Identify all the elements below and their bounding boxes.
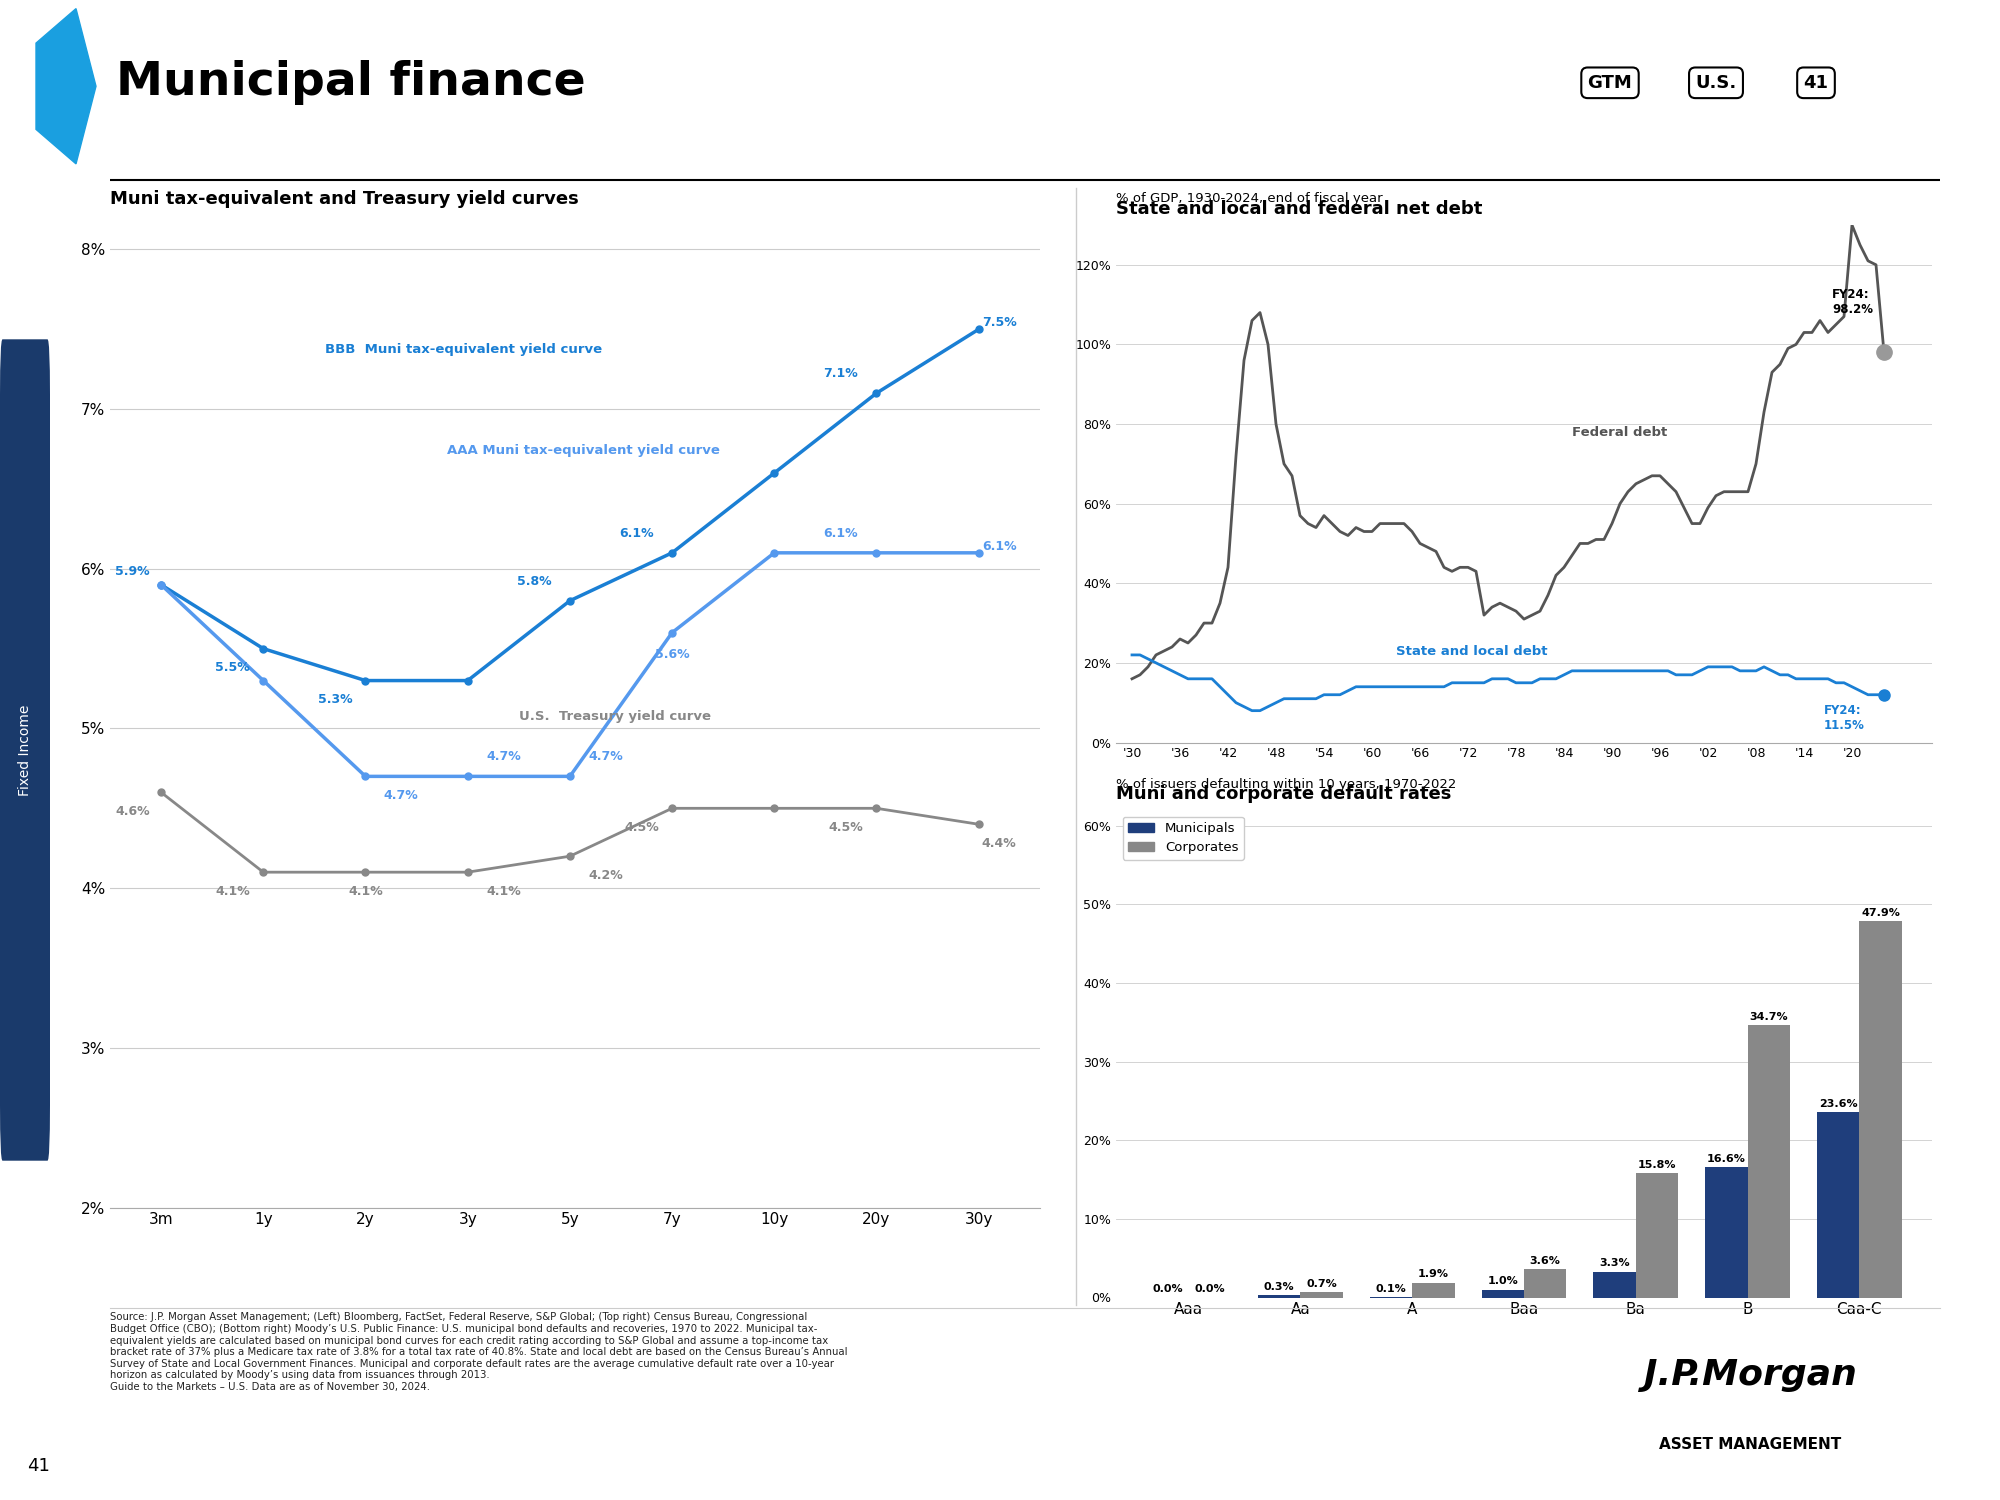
Text: 4.7%: 4.7% [384, 789, 418, 801]
Text: State and local and federal net debt: State and local and federal net debt [1116, 200, 1482, 217]
Text: FY24:
11.5%: FY24: 11.5% [1824, 704, 1864, 732]
Text: 41: 41 [1804, 74, 1828, 92]
Polygon shape [36, 9, 96, 164]
Text: J.P.Morgan: J.P.Morgan [1644, 1358, 1856, 1392]
FancyBboxPatch shape [0, 339, 50, 1161]
Text: 6.1%: 6.1% [824, 526, 858, 540]
Text: 1.0%: 1.0% [1488, 1276, 1518, 1287]
Text: 7.5%: 7.5% [982, 316, 1016, 328]
Text: BBB  Muni tax-equivalent yield curve: BBB Muni tax-equivalent yield curve [324, 344, 602, 355]
Text: % of GDP, 1930-2024, end of fiscal year: % of GDP, 1930-2024, end of fiscal year [1116, 192, 1382, 204]
Text: 15.8%: 15.8% [1638, 1160, 1676, 1170]
Text: 4.2%: 4.2% [588, 868, 624, 882]
Text: 3.6%: 3.6% [1530, 1256, 1560, 1266]
Text: 7.1%: 7.1% [824, 368, 858, 380]
Legend: Municipals, Corporates: Municipals, Corporates [1122, 816, 1244, 860]
Bar [1816, 1112, 1860, 1298]
Text: 4.6%: 4.6% [116, 804, 150, 818]
Text: 5.5%: 5.5% [216, 662, 250, 674]
Bar [1594, 1272, 1636, 1298]
Text: 4.5%: 4.5% [828, 821, 864, 834]
Text: U.S.  Treasury yield curve: U.S. Treasury yield curve [518, 711, 710, 723]
Text: GTM: GTM [1588, 74, 1632, 92]
Bar [1748, 1024, 1790, 1298]
Bar [1300, 1292, 1342, 1298]
Text: 23.6%: 23.6% [1818, 1100, 1858, 1108]
Text: 0.1%: 0.1% [1376, 1284, 1406, 1293]
Text: Municipal finance: Municipal finance [116, 60, 586, 105]
Text: 47.9%: 47.9% [1862, 908, 1900, 918]
Text: 34.7%: 34.7% [1750, 1011, 1788, 1022]
Bar [1524, 1269, 1566, 1298]
Bar [1636, 1173, 1678, 1298]
Bar [1706, 1167, 1748, 1298]
Text: 4.1%: 4.1% [348, 885, 382, 897]
Text: Muni tax-equivalent and Treasury yield curves: Muni tax-equivalent and Treasury yield c… [110, 189, 578, 207]
Text: 4.4%: 4.4% [982, 837, 1016, 849]
Bar [1258, 1294, 1300, 1298]
Text: Federal debt: Federal debt [1572, 426, 1668, 439]
Text: State and local debt: State and local debt [1396, 645, 1548, 658]
Text: 6.1%: 6.1% [982, 540, 1016, 552]
Text: Muni and corporate default rates: Muni and corporate default rates [1116, 784, 1452, 802]
Text: 1.9%: 1.9% [1418, 1269, 1448, 1280]
Text: 3.3%: 3.3% [1600, 1258, 1630, 1269]
Bar [1860, 921, 1902, 1298]
Text: 5.3%: 5.3% [318, 693, 352, 706]
Text: 5.8%: 5.8% [516, 574, 552, 588]
Text: 4.1%: 4.1% [486, 885, 520, 897]
Text: 4.5%: 4.5% [624, 821, 658, 834]
Text: Source: J.P. Morgan Asset Management; (Left) Bloomberg, FactSet, Federal Reserve: Source: J.P. Morgan Asset Management; (L… [110, 1312, 848, 1392]
Text: FY24:
98.2%: FY24: 98.2% [1832, 288, 1872, 315]
Text: 4.7%: 4.7% [588, 750, 624, 764]
Bar [1412, 1282, 1454, 1298]
Text: ASSET MANAGEMENT: ASSET MANAGEMENT [1658, 1437, 1842, 1452]
Text: 16.6%: 16.6% [1706, 1154, 1746, 1164]
Bar [1482, 1290, 1524, 1298]
Text: 4.1%: 4.1% [216, 885, 250, 897]
Text: 41: 41 [28, 1458, 50, 1476]
Text: Fixed Income: Fixed Income [18, 705, 32, 795]
Text: 6.1%: 6.1% [620, 526, 654, 540]
Text: % of issuers defaulting within 10 years, 1970-2022: % of issuers defaulting within 10 years,… [1116, 778, 1456, 790]
Text: 0.0%: 0.0% [1194, 1284, 1226, 1294]
Text: 5.6%: 5.6% [654, 648, 690, 662]
Text: AAA Muni tax-equivalent yield curve: AAA Muni tax-equivalent yield curve [448, 444, 720, 458]
Text: 4.7%: 4.7% [486, 750, 520, 764]
Text: 5.9%: 5.9% [116, 566, 150, 578]
Text: 0.7%: 0.7% [1306, 1280, 1338, 1288]
Text: U.S.: U.S. [1696, 74, 1736, 92]
Text: 0.0%: 0.0% [1152, 1284, 1182, 1294]
Text: 0.3%: 0.3% [1264, 1282, 1294, 1292]
